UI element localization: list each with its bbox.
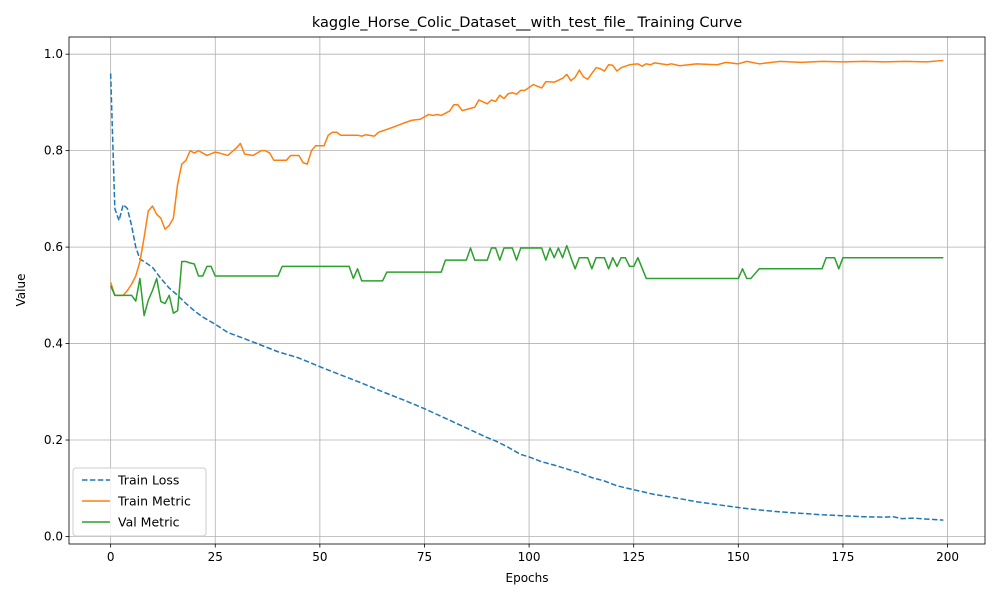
y-tick-label: 0.6: [44, 240, 63, 254]
y-tick-label: 0.2: [44, 433, 63, 447]
x-tick-label: 0: [107, 550, 115, 564]
axes-frame: [68, 36, 986, 545]
plot-area: 0 25 50 75 100 125 150 175 200 0.0 0.2 0.4 0.6 0.8 1.0: [44, 36, 986, 564]
legend-label: Train Metric: [117, 494, 191, 509]
y-tick-label: 0.8: [44, 144, 63, 158]
x-axis-label: Epochs: [506, 571, 549, 585]
x-tick-label: 125: [622, 550, 645, 564]
x-tick-label: 200: [936, 550, 959, 564]
x-tick-label: 100: [518, 550, 541, 564]
chart-title: kaggle_Horse_Colic_Dataset__with_test_fi…: [312, 15, 742, 31]
legend: Train Loss Train Metric Val Metric: [72, 467, 207, 537]
series-line-train-loss: [109, 73, 944, 521]
y-tick-label: 1.0: [44, 47, 63, 61]
x-tick-label: 75: [417, 550, 432, 564]
y-tick-label: 0.4: [44, 337, 63, 351]
series-line-val-metric: [109, 244, 944, 317]
x-tick-label: 50: [312, 550, 327, 564]
legend-label: Val Metric: [118, 515, 180, 530]
y-axis-label: Value: [14, 274, 28, 307]
legend-label: Train Loss: [117, 473, 179, 488]
x-tick-label: 150: [727, 550, 750, 564]
x-tick-label: 175: [831, 550, 854, 564]
x-tick-label: 25: [208, 550, 223, 564]
legend-box: [72, 467, 207, 537]
series-line-train-metric: [109, 59, 944, 297]
y-tick-label: 0.0: [44, 529, 63, 543]
